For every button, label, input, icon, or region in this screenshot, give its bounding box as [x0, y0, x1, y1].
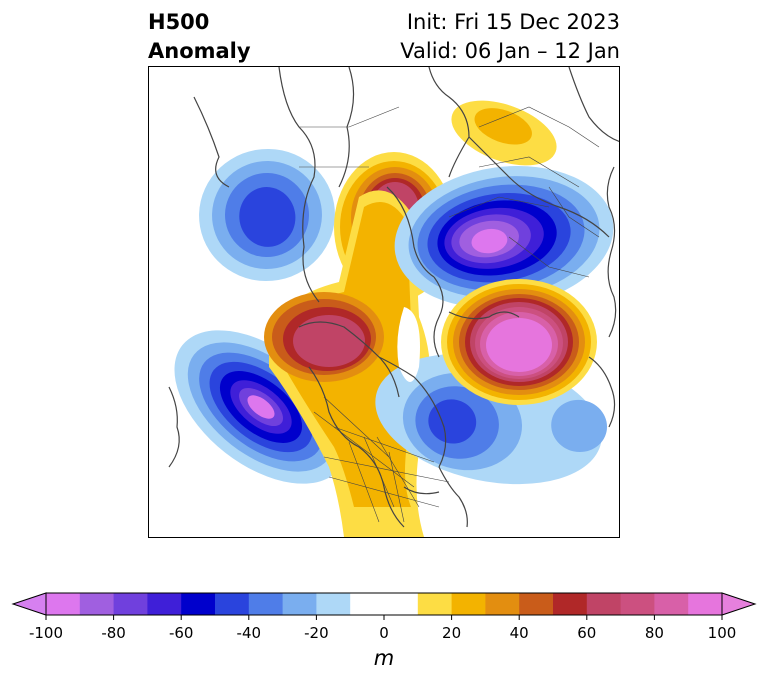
- colorbar-segment: [553, 593, 588, 615]
- colorbar-segment: [316, 593, 351, 615]
- colorbar-tick-label: 0: [379, 624, 389, 642]
- colorbar-segment: [519, 593, 554, 615]
- colorbar-tick-label: -100: [28, 624, 64, 642]
- colorbar-segment: [586, 593, 622, 615]
- colorbar-segment: [79, 593, 115, 615]
- colorbar-segment: [282, 593, 317, 615]
- alaska-high: [264, 190, 431, 537]
- siberia-low: [199, 148, 335, 282]
- colorbar-segment: [147, 593, 182, 615]
- colorbar-over-arrow: [721, 592, 757, 616]
- colorbar-segment: [46, 593, 81, 615]
- colorbar-under-arrow: [11, 592, 47, 616]
- colorbar: [11, 592, 757, 620]
- colorbar-tick-label: 20: [442, 624, 462, 642]
- colorbar-tick-label: -20: [304, 624, 329, 642]
- colorbar-tick-label: 60: [577, 624, 597, 642]
- colorbar-segment: [248, 593, 284, 615]
- valid-date: Valid: 06 Jan – 12 Jan: [400, 39, 620, 63]
- colorbar-unit: m: [373, 646, 395, 670]
- colorbar-tick-label: 100: [707, 624, 737, 642]
- colorbar-tick-label: 40: [509, 624, 529, 642]
- colorbar-segment: [688, 593, 723, 615]
- colorbar-segment: [620, 593, 655, 615]
- colorbar-segment: [417, 593, 453, 615]
- colorbar-segment: [181, 593, 216, 615]
- colorbar-tick-label: -80: [101, 624, 126, 642]
- colorbar-segment: [113, 593, 148, 615]
- colorbar-segment: [654, 593, 689, 615]
- colorbar-segment: [451, 593, 486, 615]
- arctic-high: [451, 100, 557, 166]
- russia-low: [394, 166, 614, 308]
- map-panel: [148, 66, 620, 538]
- coastlines: [168, 67, 619, 528]
- colorbar-segment: [215, 593, 250, 615]
- colorbar-tick-label: -60: [168, 624, 194, 642]
- colorbar-tick-label: 80: [644, 624, 664, 642]
- colorbar-segment: [350, 593, 419, 615]
- anomaly-map: [149, 67, 619, 537]
- greenland-high: [441, 279, 597, 405]
- chart-title: H500 Anomaly: [148, 8, 251, 66]
- colorbar-tick-label: -40: [236, 624, 262, 642]
- init-date: Init: Fri 15 Dec 2023: [406, 10, 620, 34]
- neutral-gap: [397, 307, 420, 382]
- title-line-2: Anomaly: [148, 39, 251, 63]
- borders: [299, 106, 600, 523]
- forecast-dates: Init: Fri 15 Dec 2023 Valid: 06 Jan – 12…: [400, 8, 620, 66]
- colorbar-segment: [485, 593, 520, 615]
- title-line-1: H500: [148, 10, 210, 34]
